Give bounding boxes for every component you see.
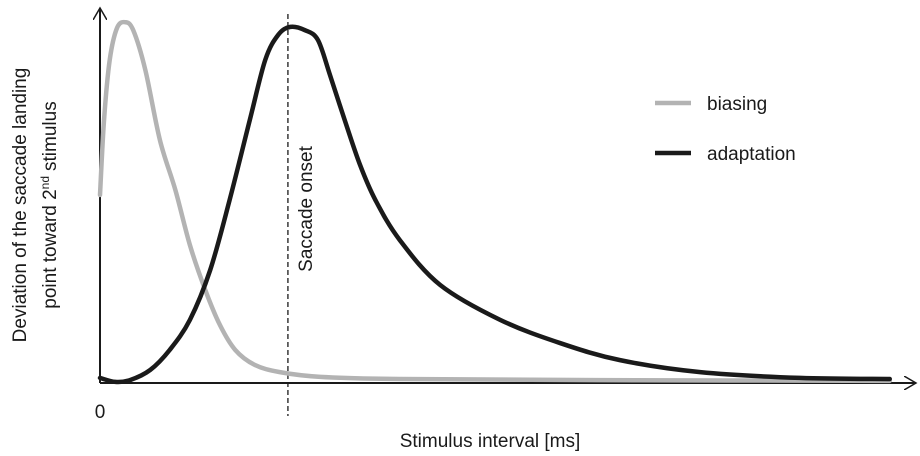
y-axis-label: Deviation of the saccade landing <box>10 68 31 343</box>
y-axis-label: point toward 2nd stimulus <box>38 101 61 308</box>
annotation-text: Saccade onset <box>296 145 317 271</box>
series-line <box>97 24 892 385</box>
x-tick-label: 0 <box>95 402 106 423</box>
y-label-part: point toward 2 <box>40 189 61 308</box>
legend-label: adaptation <box>707 144 796 165</box>
legend-label: biasing <box>707 94 767 115</box>
x-axis-label: Stimulus interval [ms] <box>400 431 581 452</box>
series-line <box>97 19 892 384</box>
y-label-part: stimulus <box>40 101 61 171</box>
y-label-sup: nd <box>38 176 52 189</box>
